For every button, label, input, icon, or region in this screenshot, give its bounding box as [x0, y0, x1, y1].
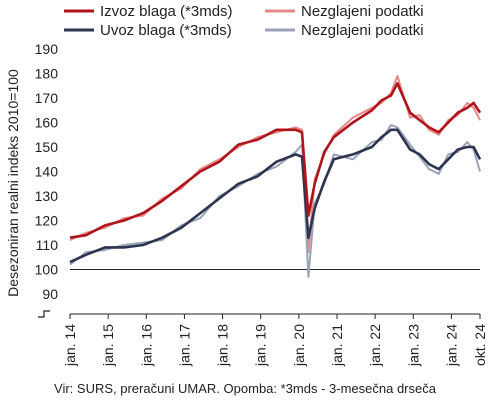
x-tick-label: jan. 17 — [176, 324, 192, 367]
x-tick-label: jan. 24 — [443, 324, 459, 367]
x-tick-label: jan. 23 — [405, 324, 421, 367]
series-line-2 — [69, 128, 482, 264]
y-tick-label: 130 — [35, 188, 59, 204]
axis-break-icon — [38, 310, 50, 318]
x-tick-label: jan. 21 — [329, 324, 345, 367]
y-tick-label: 140 — [35, 164, 59, 180]
x-tick-label: jan. 16 — [138, 324, 154, 367]
series-line-0 — [69, 82, 482, 239]
source-note: Vir: SURS, preračuni UMAR. Opomba: *3mds… — [54, 381, 437, 396]
y-tick-label: 180 — [35, 66, 59, 82]
y-tick-label: 120 — [35, 213, 59, 229]
x-tick-label: jan. 22 — [367, 324, 383, 367]
y-tick-label: 150 — [35, 139, 59, 155]
x-tick-label: jan. 20 — [291, 324, 307, 367]
y-tick-label: 100 — [35, 262, 59, 278]
x-axis-ticks: jan. 14 jan. 15 jan. 16 jan. 17 jan. 18 jan. … — [62, 314, 488, 367]
y-axis-ticks: 90 100 110 120 130 140 150 160 170 180 190 — [35, 41, 59, 302]
series-line-3 — [69, 124, 481, 278]
legend-label-izvoz-raw: Nezglajeni podatki — [301, 3, 424, 20]
y-axis-title: Desezoniran realni indeks 2010=100 — [5, 69, 21, 297]
x-tick-label: jan. 15 — [100, 324, 116, 367]
legend-label-izvoz-3mds: Izvoz blaga (*3mds) — [100, 3, 233, 20]
x-tick-label: jan. 19 — [253, 324, 269, 367]
legend-label-uvoz-3mds: Uvoz blaga (*3mds) — [100, 22, 232, 39]
legend-label-uvoz-raw: Nezglajeni podatki — [301, 22, 424, 39]
y-tick-label: 170 — [35, 90, 59, 106]
x-tick-label: jan. 18 — [215, 324, 231, 367]
x-tick-label: okt. 24 — [472, 324, 488, 366]
series-group — [69, 74, 482, 278]
legend: Izvoz blaga (*3mds) Nezglajeni podatki U… — [64, 3, 424, 39]
y-tick-label: 190 — [35, 41, 59, 57]
y-tick-label: 110 — [36, 237, 59, 253]
x-tick-label: jan. 14 — [62, 324, 78, 367]
y-tick-label: 160 — [35, 115, 59, 131]
y-tick-label: 90 — [42, 286, 58, 302]
